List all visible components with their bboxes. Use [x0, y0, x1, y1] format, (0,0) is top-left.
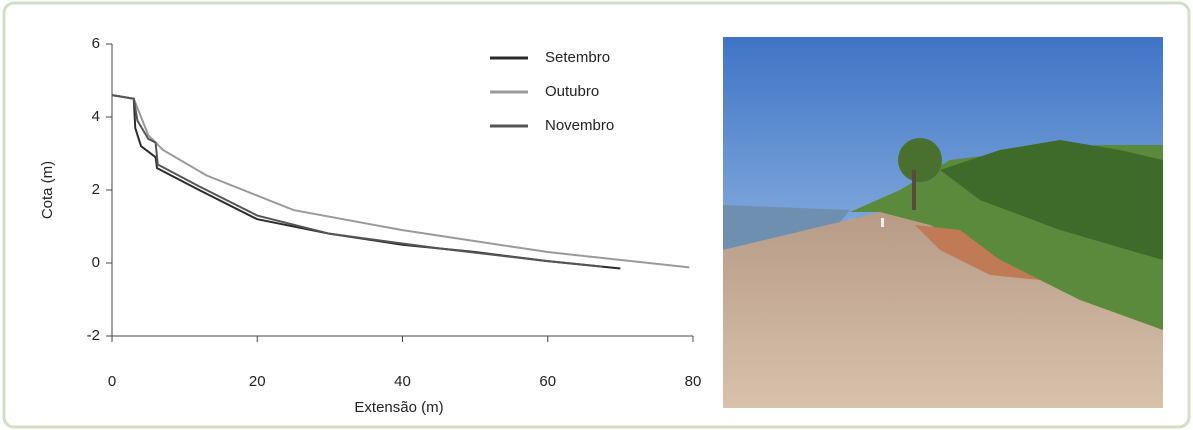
x-tick-label: 40: [394, 373, 411, 390]
y-axis-label: Cota (m): [39, 161, 56, 219]
legend-label: Outubro: [545, 83, 599, 100]
series-line: [111, 94, 603, 268]
x-tick-label: 60: [539, 373, 556, 390]
y-tick-label: 0: [92, 254, 100, 271]
photo: [723, 37, 1163, 408]
y-tick-label: 6: [92, 35, 100, 52]
series-line: [111, 94, 690, 269]
y-tick-label: 2: [92, 181, 100, 198]
y-tick-label: -2: [87, 327, 100, 344]
x-tick-label: 80: [685, 373, 702, 390]
x-axis-label: Extensão (m): [354, 399, 443, 416]
y-tick-label: 4: [92, 108, 100, 125]
legend-label: Novembro: [545, 117, 614, 134]
legend-label: Setembro: [545, 49, 610, 66]
x-tick-label: 0: [108, 373, 116, 390]
x-tick-label: 20: [249, 373, 266, 390]
